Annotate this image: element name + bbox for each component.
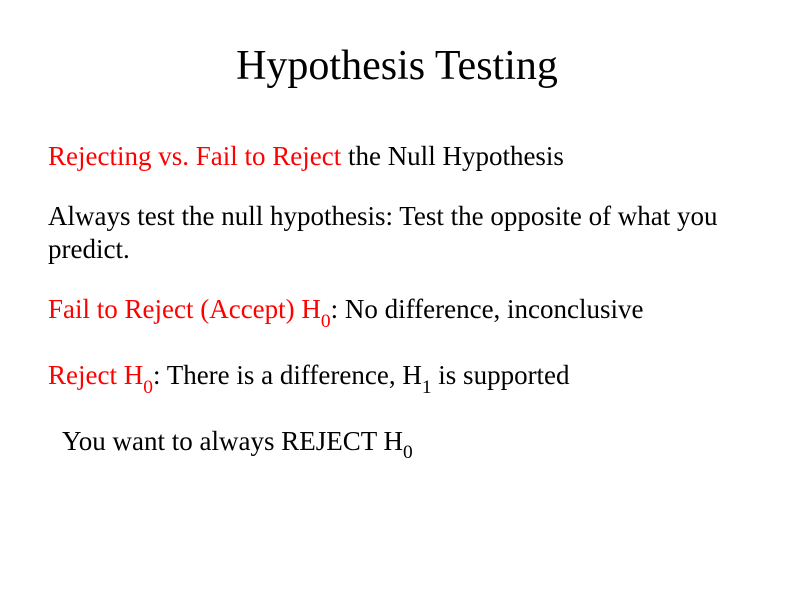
subtitle-line: Rejecting vs. Fail to Reject the Null Hy… — [48, 140, 754, 172]
fail-to-reject-line: Fail to Reject (Accept) H0: No differenc… — [48, 293, 754, 331]
instruction-line: Always test the null hypothesis: Test th… — [48, 200, 754, 265]
reject-label: Reject H0 — [48, 360, 153, 390]
slide-body: Rejecting vs. Fail to Reject the Null Hy… — [48, 140, 754, 490]
conclusion-line: You want to always REJECT H0 — [62, 425, 754, 463]
slide-title: Hypothesis Testing — [0, 42, 794, 90]
reject-desc-sub: 1 — [422, 377, 432, 398]
fail-to-reject-label: Fail to Reject (Accept) H0 — [48, 294, 331, 324]
reject-desc-a: : There is a difference, H — [153, 360, 422, 390]
reject-line: Reject H0: There is a difference, H1 is … — [48, 359, 754, 397]
subtitle-red: Rejecting vs. Fail to Reject — [48, 141, 341, 171]
fail-to-reject-desc: : No difference, inconclusive — [331, 294, 644, 324]
slide: Hypothesis Testing Rejecting vs. Fail to… — [0, 0, 794, 595]
reject-desc-b: is supported — [432, 360, 570, 390]
subtitle-black: the Null Hypothesis — [341, 141, 564, 171]
